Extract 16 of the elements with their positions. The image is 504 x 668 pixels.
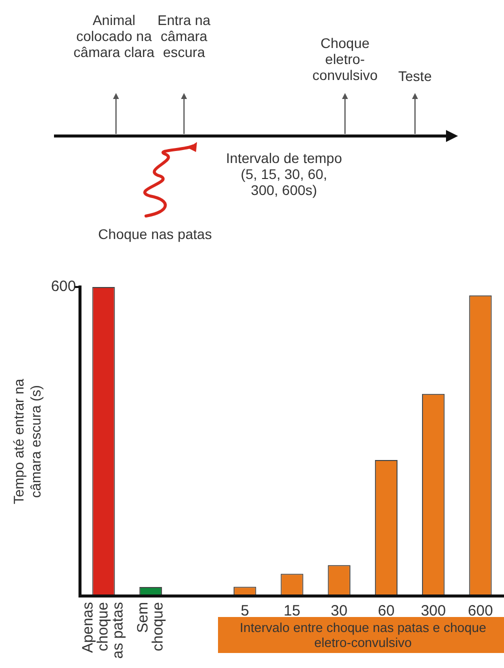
text: Teste	[397, 68, 433, 84]
x-tick-label: 60	[378, 602, 395, 620]
x-tick-label: 300	[420, 602, 446, 620]
text: Choque nas patas	[97, 226, 213, 242]
x-tick-label: 30	[330, 602, 348, 620]
text: Choque eletro-convulsivo	[311, 35, 379, 83]
x-tick-label: 5	[240, 602, 250, 620]
x-tick-label: Apenas choque as patas	[80, 602, 127, 659]
x-tick-label: 15	[284, 602, 300, 620]
y-axis-title: Tempo até entrar na câmara escura (s)	[10, 378, 44, 504]
text: 600	[50, 278, 76, 296]
x-axis-title: Intervalo entre choque nas patas e choque eletro-convulsivo	[240, 620, 486, 650]
text: Entra na câmara escura	[156, 12, 212, 60]
x-tick-label: 600	[468, 602, 493, 620]
text: Intervalo de tempo (5, 15, 30, 60, 300, 600s)	[226, 150, 342, 198]
text: Animal colocado na câmara clara	[74, 12, 154, 60]
